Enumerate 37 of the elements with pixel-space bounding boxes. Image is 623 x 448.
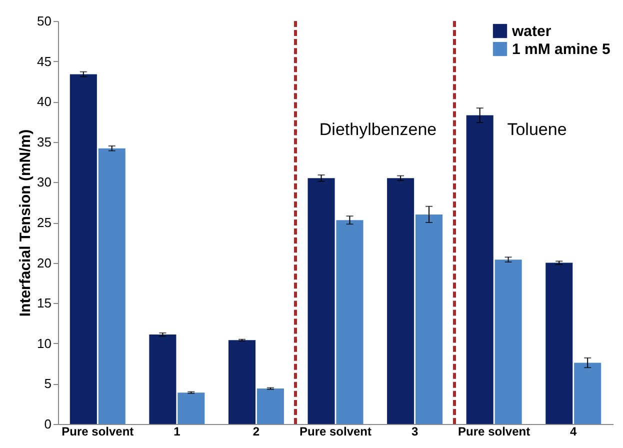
y-tick-label: 25 — [37, 215, 52, 230]
legend-label: 1 mM amine 5 — [512, 41, 610, 58]
y-tick-label: 30 — [37, 174, 52, 190]
bar — [387, 178, 414, 424]
x-tick-label: 2 — [252, 424, 260, 438]
y-tick-label: 20 — [37, 255, 52, 270]
y-tick-label: 50 — [37, 14, 52, 28]
bar — [256, 388, 284, 424]
x-tick-label: Pure solvent — [458, 424, 530, 438]
x-tick-label: 3 — [411, 424, 418, 438]
y-tick-label: 0 — [44, 416, 52, 432]
bar — [415, 214, 443, 424]
y-tick-label: 10 — [37, 336, 52, 351]
bar — [149, 334, 176, 424]
annotation: Diethylbenzene — [319, 120, 437, 139]
y-tick-label: 35 — [37, 134, 52, 150]
bar — [336, 220, 364, 424]
y-tick-label: 5 — [44, 376, 52, 392]
x-tick-label: 4 — [570, 424, 578, 438]
y-tick-label: 40 — [37, 94, 52, 110]
bar — [466, 115, 494, 424]
x-tick-label: Pure solvent — [62, 424, 134, 438]
x-tick-label: Pure solvent — [299, 424, 372, 438]
bar — [98, 148, 126, 424]
bar — [308, 178, 335, 424]
bar — [574, 362, 602, 424]
legend-label: water — [511, 23, 552, 40]
bar — [546, 262, 573, 424]
bar — [228, 340, 256, 424]
y-axis-title: Interfacial Tension (mN/m) — [17, 129, 34, 317]
annotation: Toluene — [507, 120, 567, 139]
y-tick-label: 45 — [37, 54, 52, 69]
bar — [178, 392, 205, 424]
bar — [494, 260, 522, 424]
x-tick-label: 1 — [174, 424, 181, 438]
bar — [70, 74, 97, 424]
y-tick-label: 15 — [37, 296, 52, 311]
